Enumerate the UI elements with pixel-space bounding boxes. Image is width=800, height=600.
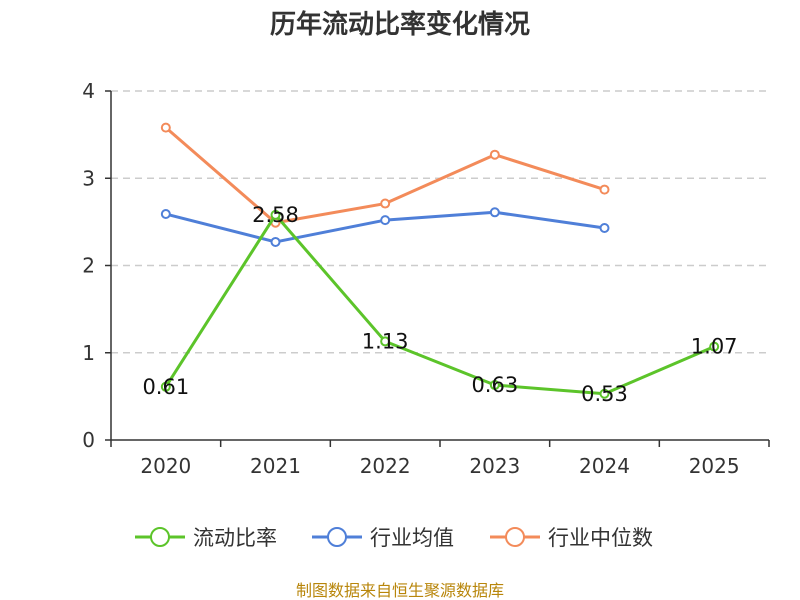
- data-label: 1.07: [691, 335, 738, 359]
- data-label: 2.58: [252, 203, 299, 227]
- data-labels: 0.61 2.58 1.13 0.63 0.53 1.07: [142, 203, 737, 406]
- legend-item[interactable]: 行业中位数: [490, 526, 653, 550]
- legend-swatch-marker: [505, 527, 525, 547]
- series-3-point[interactable]: [380, 198, 391, 209]
- series-1-point[interactable]: [160, 381, 171, 392]
- legend-swatch-marker: [150, 527, 170, 547]
- source-note: 制图数据来自恒生聚源数据库: [296, 581, 504, 600]
- data-label: 1.13: [362, 329, 409, 353]
- y-tick-label: 3: [82, 166, 95, 190]
- y-tick-label: 0: [82, 428, 95, 452]
- series-2-point[interactable]: [599, 222, 610, 233]
- series-1-point[interactable]: [380, 336, 391, 347]
- data-label: 0.53: [581, 382, 628, 406]
- series-2-point[interactable]: [489, 207, 500, 218]
- x-tick-label: 2021: [250, 454, 301, 478]
- legend-label: 行业均值: [370, 526, 454, 550]
- y-tick-label: 2: [82, 254, 95, 278]
- legend-item[interactable]: 行业均值: [312, 526, 454, 550]
- data-label: 0.61: [142, 375, 189, 399]
- x-tick-label: 2022: [360, 454, 411, 478]
- x-tick-label: 2023: [469, 454, 520, 478]
- chart-title: 历年流动比率变化情况: [270, 9, 530, 40]
- series-3-point[interactable]: [489, 149, 500, 160]
- series-group: [160, 122, 720, 399]
- legend-swatch-marker: [327, 527, 347, 547]
- series-3-point[interactable]: [599, 184, 610, 195]
- y-tick-label: 1: [82, 341, 95, 365]
- legend-label: 行业中位数: [548, 526, 653, 550]
- series-2-point[interactable]: [270, 236, 281, 247]
- series-3-point[interactable]: [160, 122, 171, 133]
- data-label: 0.63: [471, 373, 518, 397]
- axes: 0 1 2 3 4 2020 2021 2022 2023 2024 2025: [82, 79, 770, 478]
- x-tick-label: 2024: [579, 454, 630, 478]
- series-1-point[interactable]: [270, 209, 281, 220]
- y-tick-label: 4: [82, 79, 95, 103]
- legend[interactable]: 流动比率 行业均值 行业中位数: [135, 526, 653, 550]
- grid: [111, 90, 769, 354]
- x-tick-label: 2020: [140, 454, 191, 478]
- series-1-point[interactable]: [489, 380, 500, 391]
- series-2-point[interactable]: [380, 215, 391, 226]
- series-1-line: [164, 213, 715, 396]
- legend-item[interactable]: 流动比率: [135, 526, 277, 550]
- series-1-point[interactable]: [709, 341, 720, 352]
- legend-label: 流动比率: [193, 526, 277, 550]
- series-1-point[interactable]: [599, 388, 610, 399]
- series-2-point[interactable]: [160, 209, 171, 220]
- x-tick-label: 2025: [689, 454, 740, 478]
